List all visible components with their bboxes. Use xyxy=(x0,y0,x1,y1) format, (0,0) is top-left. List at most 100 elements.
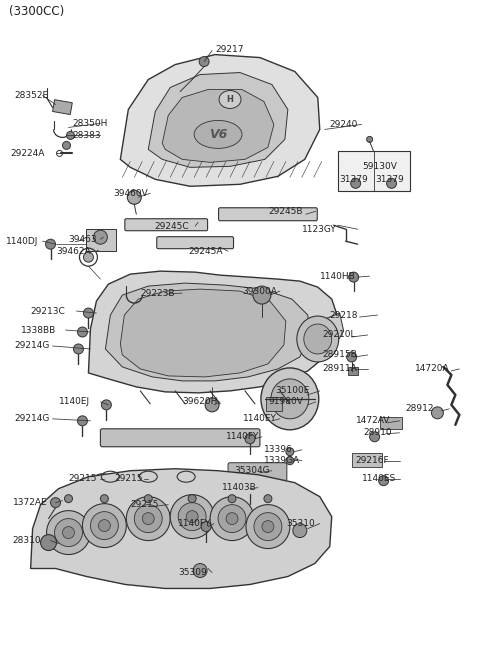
Circle shape xyxy=(193,563,207,577)
Text: 28310: 28310 xyxy=(12,536,41,545)
Text: 39620H: 39620H xyxy=(182,397,217,406)
Text: 29245C: 29245C xyxy=(154,221,189,231)
FancyBboxPatch shape xyxy=(228,463,287,481)
Ellipse shape xyxy=(297,316,339,362)
Text: 28912: 28912 xyxy=(406,404,434,413)
Ellipse shape xyxy=(271,379,309,419)
Circle shape xyxy=(245,484,255,494)
Circle shape xyxy=(101,400,111,410)
Circle shape xyxy=(170,494,214,539)
Text: 14720A: 14720A xyxy=(415,365,449,373)
Text: 29223B: 29223B xyxy=(140,288,175,298)
Bar xyxy=(338,151,409,191)
Circle shape xyxy=(386,179,396,188)
Text: 1140FY: 1140FY xyxy=(226,432,259,442)
Text: 1140EY: 1140EY xyxy=(243,414,277,423)
Text: 11403B: 11403B xyxy=(222,483,257,492)
Text: 39462A: 39462A xyxy=(57,247,91,256)
Circle shape xyxy=(84,252,94,262)
Ellipse shape xyxy=(194,120,242,149)
Circle shape xyxy=(370,432,380,442)
Text: 29218: 29218 xyxy=(330,310,358,320)
Bar xyxy=(352,453,382,467)
Circle shape xyxy=(199,57,209,66)
Text: 28383: 28383 xyxy=(72,131,101,140)
Circle shape xyxy=(367,136,372,142)
Circle shape xyxy=(201,522,211,532)
Text: 31379: 31379 xyxy=(340,175,369,184)
Circle shape xyxy=(351,179,360,188)
Circle shape xyxy=(77,327,87,337)
Text: 1472AV: 1472AV xyxy=(356,416,390,425)
Text: 1372AE: 1372AE xyxy=(12,498,48,507)
Circle shape xyxy=(205,398,219,412)
Circle shape xyxy=(98,520,110,532)
Polygon shape xyxy=(162,90,274,163)
Bar xyxy=(266,397,282,411)
Circle shape xyxy=(67,131,74,139)
Circle shape xyxy=(293,524,307,538)
Ellipse shape xyxy=(134,474,150,484)
Circle shape xyxy=(432,407,444,419)
FancyBboxPatch shape xyxy=(100,429,260,447)
Polygon shape xyxy=(120,289,286,377)
Circle shape xyxy=(73,344,84,354)
Text: H: H xyxy=(227,95,233,104)
Text: 29217: 29217 xyxy=(215,45,243,54)
Circle shape xyxy=(47,510,90,555)
Circle shape xyxy=(62,141,71,149)
Circle shape xyxy=(347,352,357,362)
Text: V6: V6 xyxy=(209,128,227,141)
Text: 1140FY: 1140FY xyxy=(178,519,212,528)
Text: 91980V: 91980V xyxy=(268,397,303,406)
Text: 1339GA: 1339GA xyxy=(264,456,300,465)
Circle shape xyxy=(90,512,119,540)
Polygon shape xyxy=(120,55,320,186)
Circle shape xyxy=(41,535,57,551)
Circle shape xyxy=(100,494,108,502)
Circle shape xyxy=(127,190,141,204)
Circle shape xyxy=(188,494,196,502)
Text: 39463: 39463 xyxy=(69,235,97,244)
Text: 28915B: 28915B xyxy=(323,351,358,359)
Circle shape xyxy=(84,308,94,318)
Circle shape xyxy=(144,494,152,502)
Text: 28350H: 28350H xyxy=(72,119,108,128)
Text: 13396: 13396 xyxy=(264,446,293,454)
Text: 1140ES: 1140ES xyxy=(361,474,396,483)
Text: 1140HB: 1140HB xyxy=(320,272,356,280)
Text: 29215: 29215 xyxy=(114,474,143,483)
Ellipse shape xyxy=(95,474,110,484)
Circle shape xyxy=(62,527,74,539)
Bar xyxy=(380,417,402,429)
Text: 35309: 35309 xyxy=(178,568,207,577)
Circle shape xyxy=(83,504,126,547)
Text: 29214G: 29214G xyxy=(15,341,50,351)
FancyBboxPatch shape xyxy=(157,237,233,249)
Circle shape xyxy=(253,286,271,304)
Text: 29224A: 29224A xyxy=(11,149,45,158)
Text: (3300CC): (3300CC) xyxy=(9,5,64,18)
Circle shape xyxy=(55,518,83,547)
Circle shape xyxy=(134,504,162,533)
Circle shape xyxy=(94,230,108,244)
Circle shape xyxy=(186,510,198,522)
Circle shape xyxy=(245,434,255,444)
Circle shape xyxy=(254,512,282,541)
Ellipse shape xyxy=(219,90,241,108)
Circle shape xyxy=(286,457,294,465)
Circle shape xyxy=(50,498,60,508)
Text: 28352E: 28352E xyxy=(15,91,49,100)
Polygon shape xyxy=(148,72,288,167)
Circle shape xyxy=(46,240,56,249)
Text: 29215: 29215 xyxy=(69,474,97,483)
Circle shape xyxy=(228,494,236,502)
Circle shape xyxy=(218,504,246,533)
Circle shape xyxy=(64,494,72,502)
Circle shape xyxy=(210,496,254,541)
Circle shape xyxy=(77,416,87,425)
Text: 35310: 35310 xyxy=(286,519,314,528)
Circle shape xyxy=(379,476,389,486)
Circle shape xyxy=(126,496,170,541)
Text: 1140DJ: 1140DJ xyxy=(6,237,38,246)
